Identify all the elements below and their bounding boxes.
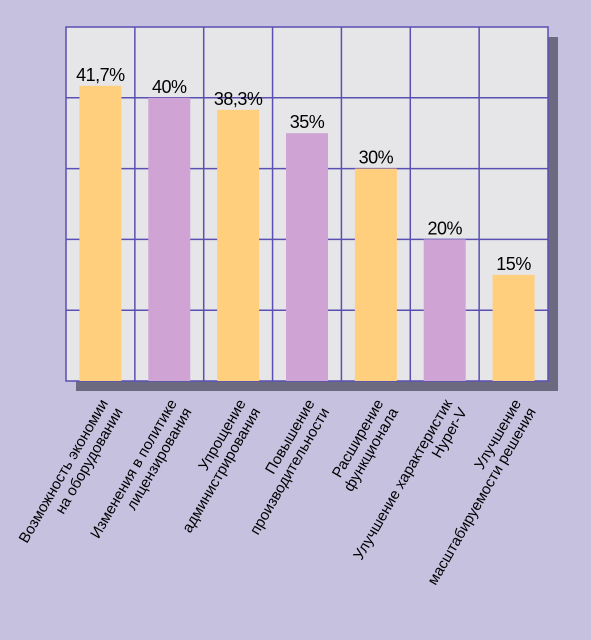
category-label: Расширениефункционала — [326, 396, 403, 495]
bar — [79, 85, 122, 381]
data-label: 40% — [152, 77, 187, 97]
data-label: 35% — [290, 112, 325, 132]
bar — [286, 133, 328, 381]
data-label: 30% — [359, 148, 394, 168]
bar — [354, 168, 397, 381]
bar — [148, 97, 191, 382]
bar — [217, 109, 260, 381]
data-label: 38,3% — [214, 89, 263, 109]
data-label: 41,7% — [76, 65, 125, 85]
bar — [423, 239, 466, 381]
bar — [492, 274, 535, 381]
data-label: 20% — [427, 218, 462, 238]
data-label: 15% — [496, 254, 531, 274]
category-label: Возможность экономиина оборудовании — [16, 397, 127, 555]
